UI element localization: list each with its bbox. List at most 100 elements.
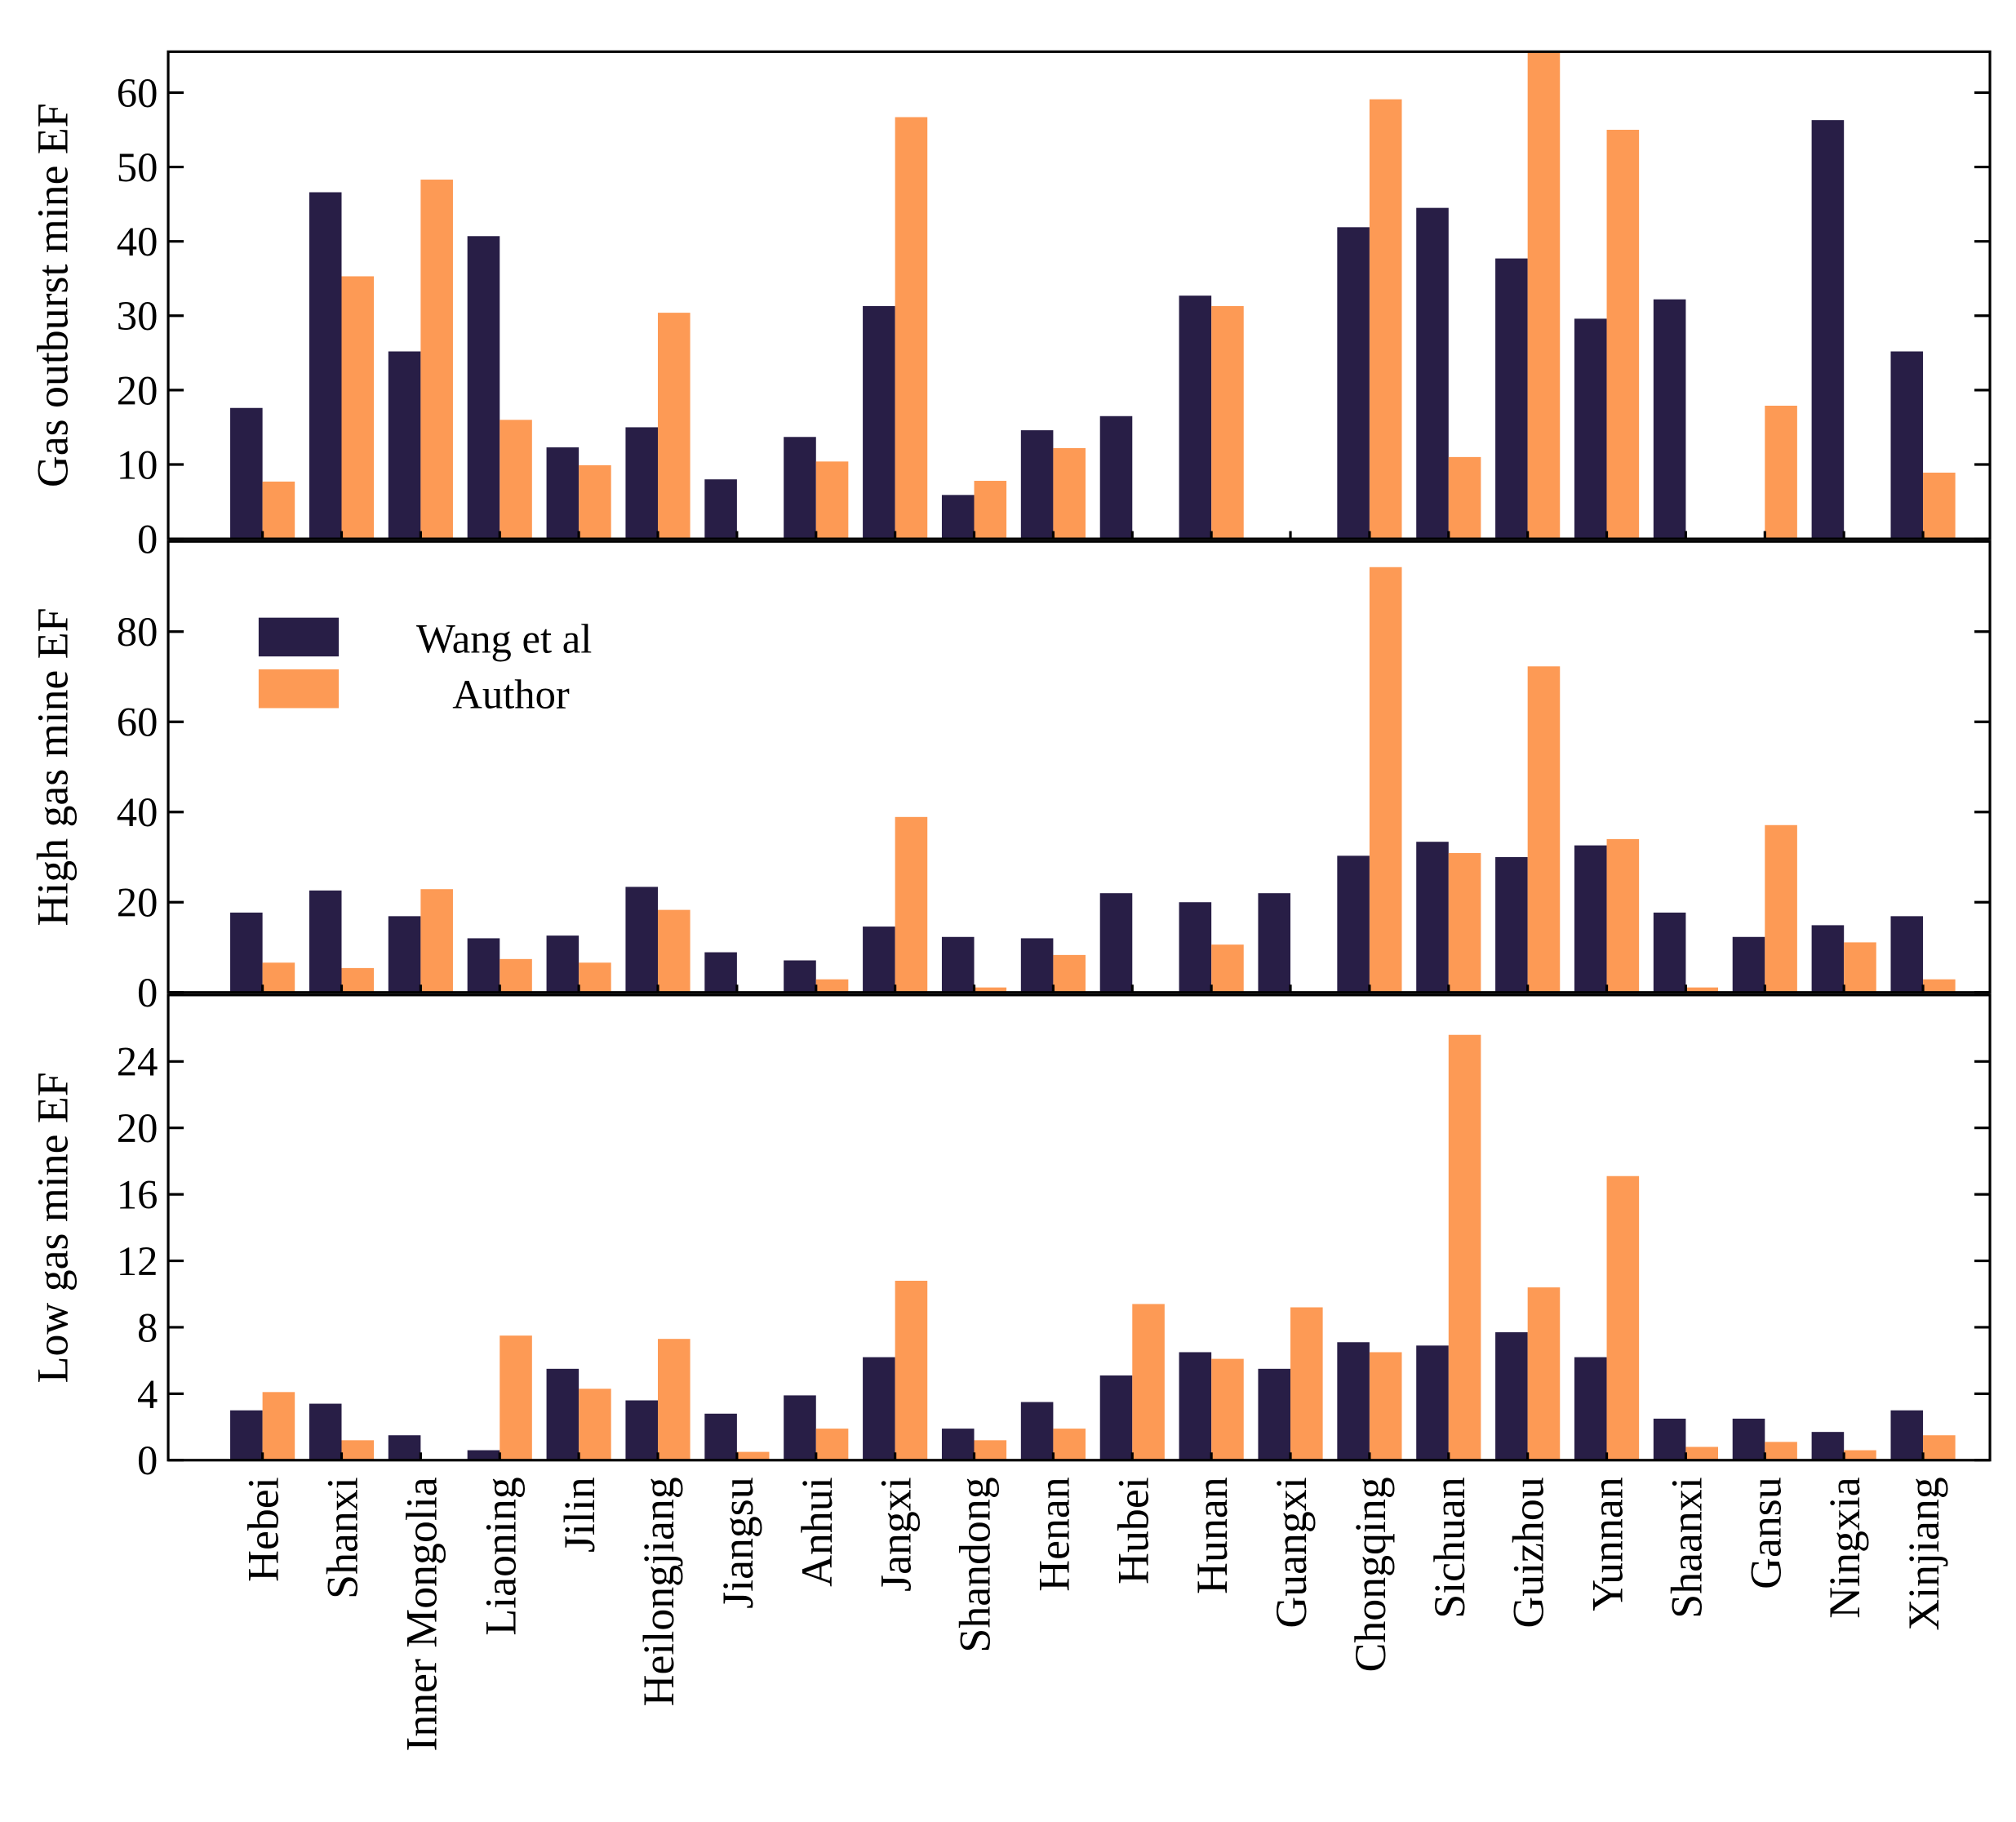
bar-wang-jangxi	[863, 1357, 895, 1460]
bar-wang-heilongjiang	[625, 427, 659, 540]
bar-author-chongqing	[1369, 1352, 1402, 1460]
x-tick-label: Shaanxi	[1662, 1477, 1711, 1618]
panel-1: 0 10 20 30 40 50 60 Gas outburst mine EF	[29, 50, 1992, 562]
x-tick-label: Chongqing	[1346, 1477, 1395, 1672]
bar-wang-jiangsu	[704, 1413, 737, 1460]
panel-frame	[167, 540, 1992, 994]
bar-wang-shandong	[941, 495, 975, 540]
bar-author-sichuan	[1448, 1034, 1481, 1460]
bar-wang-hubei	[1099, 1375, 1133, 1460]
panel-frame	[167, 50, 1992, 540]
x-tick-label: Shanxi	[317, 1477, 366, 1598]
bar-wang-guizhou	[1495, 1332, 1528, 1460]
bar-wang-ningxia	[1811, 925, 1845, 993]
legend-label-wang: Wang et al	[416, 615, 592, 661]
legend-label-author: Author	[452, 671, 570, 717]
bar-author-yunnan	[1606, 129, 1640, 540]
bar-wang-shanxi	[309, 192, 342, 540]
bar-wang-chongqing	[1337, 1342, 1370, 1460]
bar-author-heilongjiang	[658, 1339, 691, 1460]
bar-author-hunan	[1211, 305, 1244, 540]
x-tick-label: Jangxi	[872, 1477, 921, 1592]
x-tick-label: Ningxia	[1820, 1477, 1869, 1618]
bar-author-shanxi	[341, 1440, 375, 1460]
bar-wang-jilin	[546, 1368, 579, 1460]
bar-author-jilin	[579, 1389, 611, 1460]
bar-author-shaanxi	[1685, 1446, 1719, 1460]
bar-author-anhui	[815, 979, 849, 993]
x-tick-label: Yunnan	[1583, 1477, 1632, 1611]
x-tick-label: Liaoning	[476, 1477, 525, 1635]
bar-wang-hubei	[1099, 416, 1133, 540]
bar-author-jangxi	[895, 816, 928, 993]
bar-wang-hebei	[230, 407, 263, 540]
y-axis-label: Low gas mine EF	[29, 1072, 78, 1383]
bar-author-inner-mongolia	[420, 180, 453, 540]
bar-author-yunnan	[1606, 1175, 1640, 1460]
bar-wang-ningxia	[1811, 120, 1845, 540]
x-tick-label: Henan	[1029, 1477, 1078, 1592]
bar-wang-guangxi	[1258, 893, 1291, 993]
x-tick-label: Hubei	[1108, 1477, 1157, 1584]
bar-author-xinjiang	[1923, 473, 1956, 540]
x-tick-label: Shandong	[951, 1477, 1000, 1652]
bar-author-heilongjiang	[658, 313, 691, 540]
y-tick-label: 20	[117, 1105, 158, 1151]
bar-author-guangxi	[1290, 1307, 1323, 1460]
y-tick-label: 24	[117, 1039, 158, 1085]
bar-wang-jangxi	[863, 927, 895, 993]
y-tick-label: 60	[117, 700, 158, 745]
bar-wang-shanxi	[309, 890, 342, 993]
bar-author-guizhou	[1527, 1287, 1561, 1460]
bar-author-hunan	[1211, 944, 1244, 993]
bars	[230, 51, 1956, 540]
bar-author-shandong	[974, 481, 1007, 540]
bar-wang-henan	[1020, 1402, 1054, 1460]
bar-author-shandong	[974, 987, 1007, 993]
bar-wang-shandong	[941, 1429, 975, 1460]
bar-author-gansu	[1765, 1442, 1797, 1460]
bar-author-xinjiang	[1923, 1435, 1956, 1460]
bar-author-heilongjiang	[658, 909, 691, 993]
legend-swatch-wang	[258, 617, 340, 657]
bar-author-hunan	[1211, 1358, 1244, 1460]
bar-author-inner-mongolia	[420, 889, 453, 993]
bar-wang-xinjiang	[1890, 1410, 1924, 1460]
bar-wang-inner-mongolia	[388, 1435, 421, 1460]
bar-author-jangxi	[895, 1280, 928, 1460]
y-tick-label: 0	[137, 517, 158, 562]
bar-wang-henan	[1020, 938, 1054, 993]
y-tick-label: 80	[117, 609, 158, 655]
bar-author-hebei	[262, 481, 295, 540]
bar-wang-inner-mongolia	[388, 351, 421, 540]
y-tick-label: 12	[117, 1238, 158, 1284]
bar-author-henan	[1053, 447, 1086, 540]
bar-wang-jiangsu	[704, 952, 737, 993]
bar-author-hubei	[1132, 1304, 1165, 1460]
bar-wang-yunnan	[1574, 318, 1607, 540]
bar-author-guizhou	[1527, 51, 1561, 540]
bar-author-henan	[1053, 1429, 1086, 1460]
y-axis-label: High gas mine EF	[29, 607, 78, 926]
bar-author-liaoning	[500, 958, 532, 993]
bar-wang-hebei	[230, 912, 263, 993]
y-tick-label: 4	[137, 1371, 158, 1417]
bar-wang-guangxi	[1258, 1368, 1291, 1460]
x-tick-label: Xinjiang	[1899, 1477, 1948, 1630]
y-tick-label: 30	[117, 293, 158, 339]
bar-wang-shaanxi	[1653, 1418, 1686, 1460]
y-tick-label: 16	[117, 1172, 158, 1218]
y-tick-label: 60	[117, 70, 158, 116]
bar-wang-inner-mongolia	[388, 916, 421, 993]
bar-author-guizhou	[1527, 666, 1561, 993]
bar-wang-sichuan	[1416, 1345, 1449, 1460]
bar-author-jangxi	[895, 117, 928, 540]
bar-wang-jangxi	[863, 305, 895, 540]
bar-wang-anhui	[784, 960, 816, 993]
bar-author-gansu	[1765, 824, 1797, 993]
bar-author-jilin	[579, 962, 611, 993]
panel-2: 0 20 40 60 80 High gas mine EF	[29, 540, 1992, 1015]
bar-author-liaoning	[500, 420, 532, 540]
bar-author-gansu	[1765, 406, 1797, 540]
